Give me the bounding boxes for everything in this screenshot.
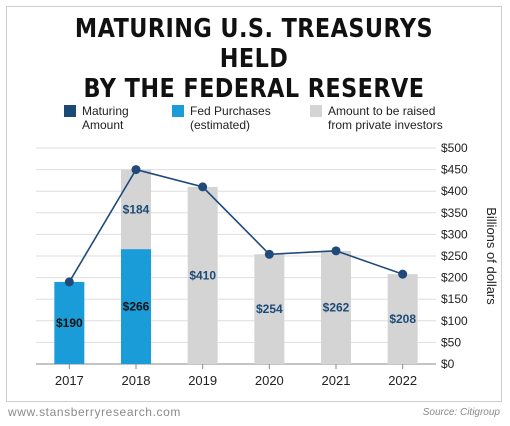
chart-title-line2: BY THE FEDERAL RESERVE	[83, 74, 425, 104]
chart-title-line1: MATURING U.S. TREASURYS HELD	[74, 14, 434, 74]
data-label-2021-private: $262	[323, 300, 350, 314]
data-label-2019-private: $410	[189, 268, 216, 282]
data-label-2022-private: $208	[389, 312, 416, 326]
legend-label-private-line2: from private investors	[328, 118, 443, 132]
legend-label-private-line1: Amount to be raised	[328, 104, 436, 118]
y-tick-label: $200	[441, 271, 468, 285]
bar-private-2021	[321, 250, 351, 364]
legend-swatch-private-investors	[310, 105, 322, 117]
y-axis-label: Billions of dollars	[484, 207, 499, 305]
bar-private-2019	[187, 186, 218, 364]
y-tick-label: $50	[441, 335, 461, 349]
legend-item-maturing: Maturing Amount	[64, 104, 222, 132]
bar-private-2018	[121, 169, 151, 250]
legend-swatch-fed-purchases	[172, 105, 184, 117]
footer-url: www.stansberryresearch.com	[8, 405, 181, 419]
legend-swatch-maturing	[64, 105, 76, 117]
bar-private-2022	[387, 274, 418, 364]
chart-frame	[6, 6, 502, 402]
series-line-maturing	[68, 168, 403, 283]
series-point-maturing-2018	[131, 165, 141, 175]
x-tick-label: 2020	[255, 373, 284, 388]
bar-fed-2018	[121, 249, 151, 364]
bar-fed-2017	[54, 281, 85, 364]
y-tick-label: $250	[441, 249, 468, 263]
data-label-2018-private: $184	[123, 202, 150, 216]
y-tick-label: $400	[441, 184, 468, 198]
data-label-2020-private: $254	[256, 302, 283, 316]
x-tick-label: 2017	[55, 373, 84, 388]
y-tick-label: $350	[441, 206, 468, 220]
legend-label-fed-line1: Fed Purchases	[190, 104, 271, 118]
x-tick-label: 2021	[322, 373, 351, 388]
legend-item-private-investors: Amount to be raised from private investo…	[310, 104, 468, 132]
legend-label-maturing-line2: Amount	[82, 118, 124, 132]
y-tick-label: $500	[441, 141, 468, 155]
series-point-maturing-2017	[64, 277, 74, 287]
data-label-2018-fed: $266	[123, 300, 150, 314]
footer-source: Source: Citigroup	[422, 407, 500, 418]
x-tick-label: 2018	[122, 373, 151, 388]
y-tick-label: $300	[441, 227, 468, 241]
series-point-maturing-2020	[264, 249, 274, 259]
bar-private-2020	[254, 254, 285, 364]
legend-label-fed-line2: (estimated)	[190, 118, 251, 132]
x-tick-label: 2022	[388, 373, 417, 388]
series-point-maturing-2022	[398, 269, 408, 279]
x-tick-label: 2019	[188, 373, 217, 388]
legend-label-maturing-line1: Maturing	[82, 104, 129, 118]
series-point-maturing-2021	[331, 246, 341, 256]
chart-title: MATURING U.S. TREASURYS HELD BY THE FEDE…	[41, 14, 468, 104]
chart-legend: Maturing Amount Fed Purchases (estimated…	[0, 104, 510, 138]
y-tick-label: $150	[441, 292, 468, 306]
y-tick-label: $100	[441, 314, 468, 328]
data-label-2017-fed: $190	[56, 316, 83, 330]
series-point-maturing-2019	[198, 182, 208, 192]
y-tick-label: $0	[441, 357, 455, 371]
y-tick-label: $450	[441, 163, 468, 177]
legend-item-fed-purchases: Fed Purchases (estimated)	[172, 104, 330, 132]
